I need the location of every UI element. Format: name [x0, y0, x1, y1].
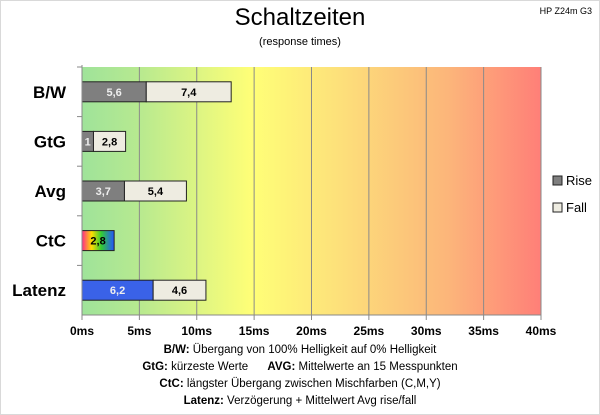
bar-fall — [92, 130, 127, 152]
bar-fall — [123, 180, 187, 202]
note-ctc: CtC: längster Übergang zwischen Mischfar… — [159, 378, 441, 390]
x-tick-label: 0ms — [70, 324, 94, 338]
category-label: Latenz — [12, 281, 66, 300]
note-latenz: Latenz: Verzögerung + Mittelwert Avg ris… — [183, 395, 417, 407]
x-tick-label: 40ms — [526, 324, 557, 338]
bar-rise-label: 1 — [85, 136, 91, 148]
bar-rise-label: 6,2 — [110, 285, 125, 297]
chart: 5,6 7,4 1 2,8 3,7 5,4 2,8 6,2 4,6 0ms 5ms 10ms 15ms 2… — [12, 65, 592, 338]
legend-swatch — [552, 202, 563, 213]
note-bw: B/W: Übergang von 100% Helligkeit auf 0%… — [163, 344, 437, 356]
bar-fall-label: 4,6 — [172, 285, 187, 297]
legend-label: Rise — [566, 173, 592, 188]
bar-fall-label: 5,4 — [148, 186, 164, 198]
bar-fall-label: 7,4 — [181, 87, 197, 99]
bar-fall — [145, 81, 232, 103]
bar-rise-label: 3,7 — [96, 186, 111, 198]
bar-fall-label: 2,8 — [102, 136, 117, 148]
chart-subtitle: (response times) — [259, 36, 341, 48]
x-tick-label: 20ms — [296, 324, 327, 338]
note-gtg-avg: GtG: kürzeste Werte AVG: Mittelwerte an … — [142, 361, 458, 373]
legend-swatch — [552, 175, 563, 186]
bar-fall — [152, 279, 207, 301]
x-tick-label: 10ms — [181, 324, 212, 338]
category-label: GtG — [34, 132, 66, 151]
notes: B/W: Übergang von 100% Helligkeit auf 0%… — [0, 342, 600, 410]
category-label: CtC — [36, 232, 66, 251]
monitor-model: HP Z24m G3 — [539, 6, 592, 16]
x-tick-label: 30ms — [411, 324, 442, 338]
category-label: B/W — [33, 83, 67, 102]
category-label: Avg — [35, 182, 67, 201]
bar-rise-label: 5,6 — [106, 87, 121, 99]
legend-label: Fall — [566, 200, 587, 215]
x-tick-label: 5ms — [127, 324, 151, 338]
x-tick-label: 35ms — [468, 324, 499, 338]
chart-title: Schaltzeiten — [234, 4, 366, 31]
x-tick-label: 25ms — [354, 324, 385, 338]
x-tick-label: 15ms — [239, 324, 270, 338]
bar-rise-label: 2,8 — [90, 236, 105, 248]
